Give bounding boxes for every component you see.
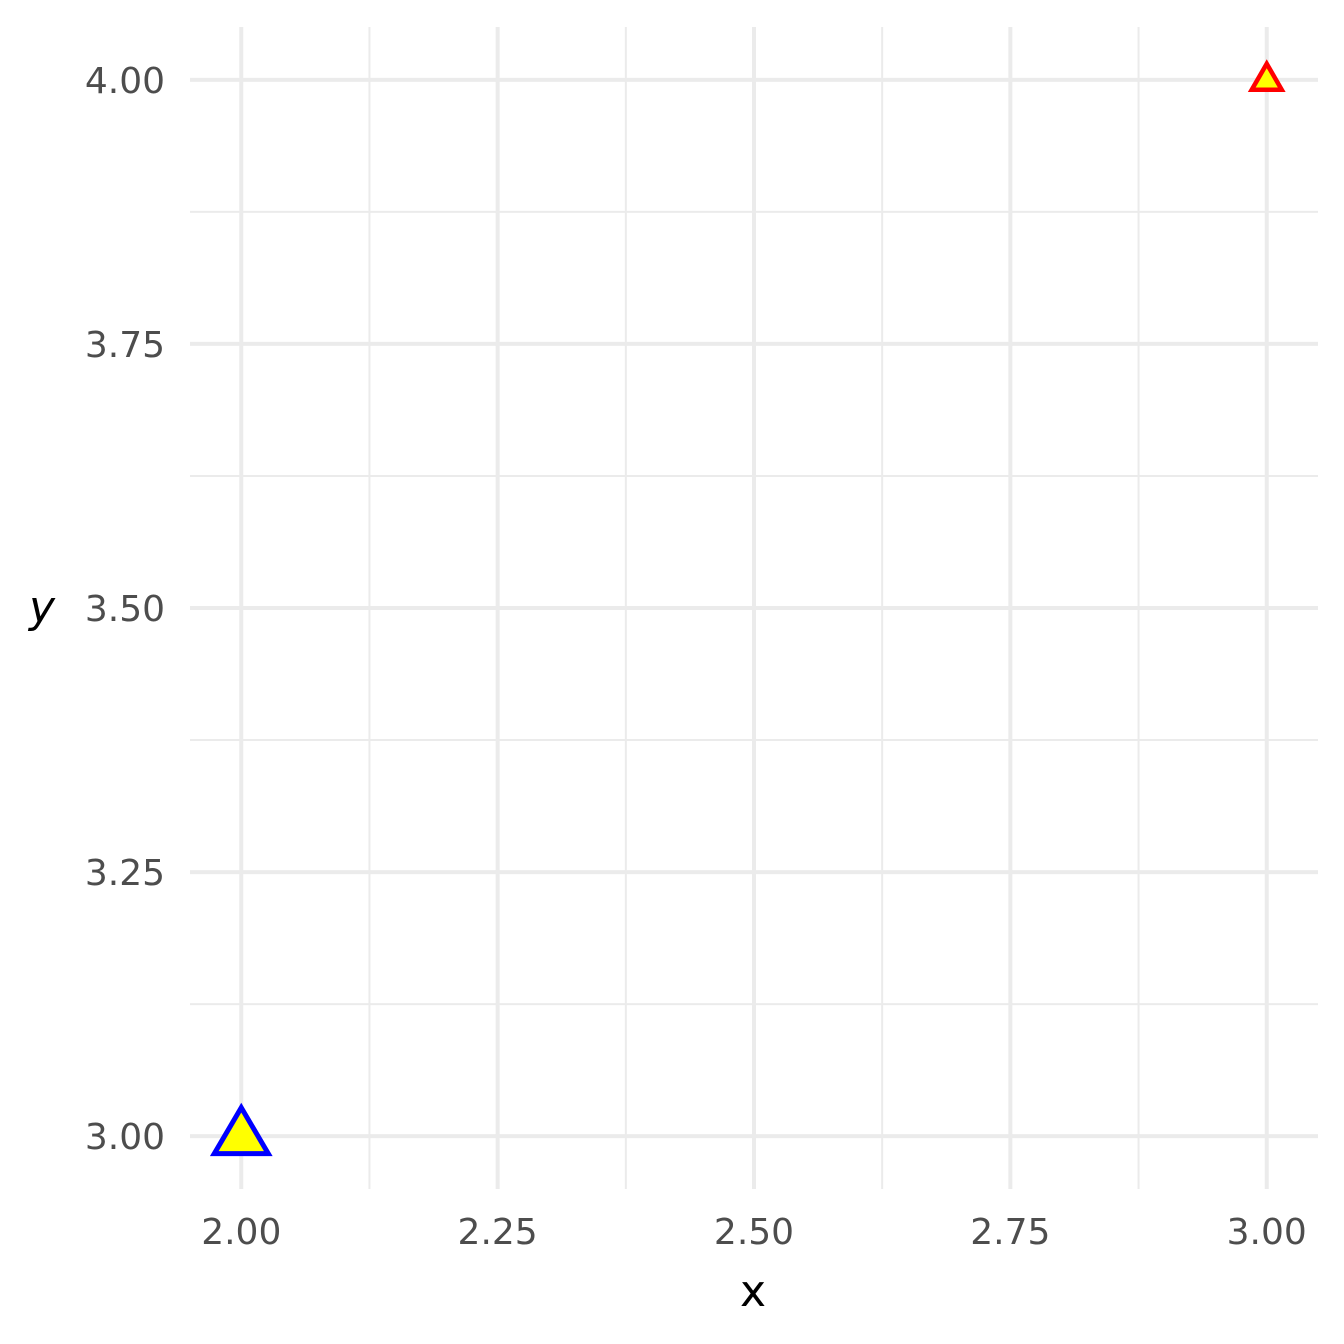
data-points (209, 59, 1286, 1157)
y-axis-tick-labels: 3.00 3.25 3.50 3.75 4.00 (85, 61, 165, 1158)
y-tick-label-4: 4.00 (85, 61, 165, 102)
y-tick-label-3: 3.75 (85, 325, 165, 366)
data-point-1-triangle (1247, 59, 1286, 92)
x-tick-label-2: 2.50 (714, 1212, 794, 1253)
x-tick-label-1: 2.25 (458, 1212, 538, 1253)
x-tick-label-3: 2.75 (970, 1212, 1050, 1253)
y-tick-label-2: 3.50 (85, 589, 165, 630)
x-axis-title: x (740, 1266, 766, 1317)
y-tick-label-0: 3.00 (85, 1117, 165, 1158)
major-gridlines (190, 27, 1318, 1189)
y-axis-title: y (27, 582, 56, 633)
x-tick-label-4: 3.00 (1227, 1212, 1307, 1253)
x-axis-tick-labels: 2.00 2.25 2.50 2.75 3.00 (201, 1212, 1307, 1253)
y-tick-label-1: 3.25 (85, 853, 165, 894)
x-tick-label-0: 2.00 (201, 1212, 281, 1253)
data-point-0-triangle (209, 1102, 273, 1157)
